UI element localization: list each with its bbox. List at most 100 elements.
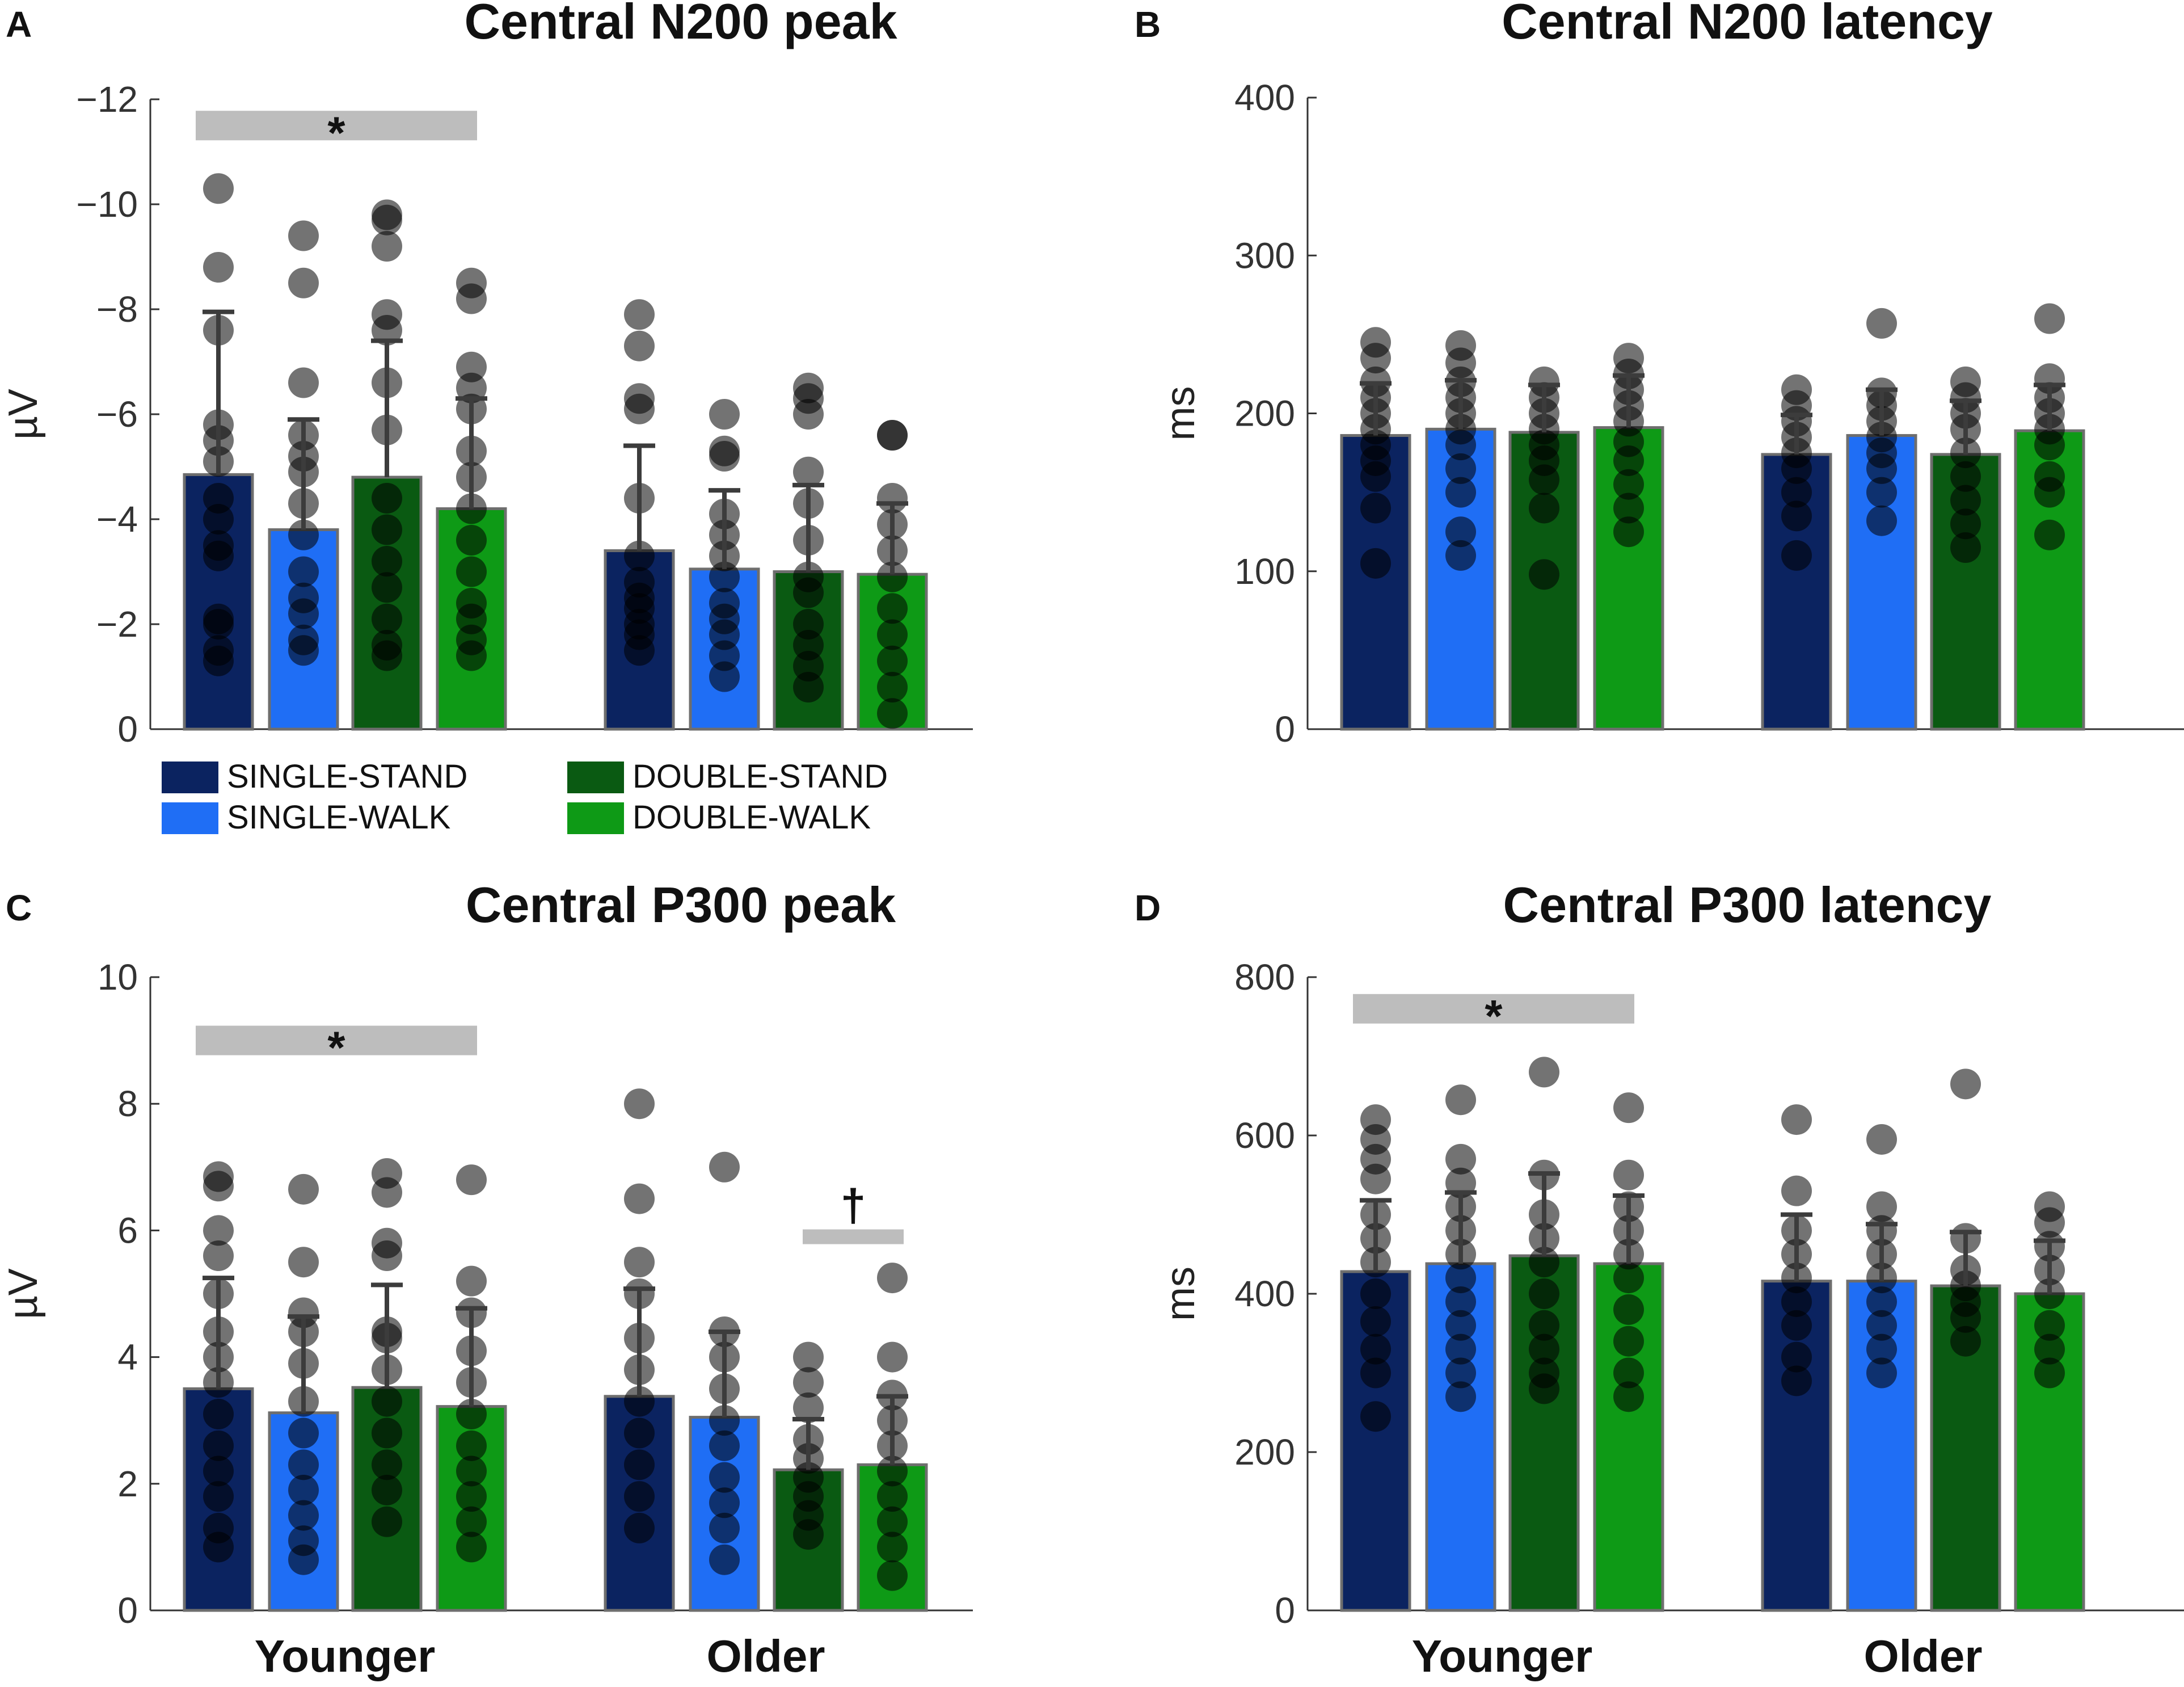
data-point-a xyxy=(709,640,740,671)
y-axis-label-a: µV xyxy=(1,389,46,440)
y-tick-label-d: 0 xyxy=(1275,1590,1295,1631)
data-point-a xyxy=(793,630,824,661)
data-point-a xyxy=(877,420,908,451)
data-point-d xyxy=(1613,1326,1644,1357)
legend-swatch-double-stand xyxy=(567,762,624,793)
data-point-d xyxy=(1866,1310,1897,1341)
data-point-c xyxy=(372,1386,402,1417)
significance-marker-a: * xyxy=(327,107,345,158)
data-point-d xyxy=(1360,1278,1391,1309)
legend: SINGLE-STAND SINGLE-WALK DOUBLE-STAND DOUBL… xyxy=(162,758,888,836)
data-point-c xyxy=(877,1455,908,1487)
data-point-d xyxy=(1445,1286,1476,1317)
data-point-d xyxy=(1529,1278,1559,1309)
group-label-c-older: Older xyxy=(707,1631,825,1681)
data-point-c xyxy=(624,1481,655,1512)
data-point-a xyxy=(793,672,824,702)
y-tick-label-c: 4 xyxy=(117,1337,138,1378)
data-point-c xyxy=(288,1449,319,1480)
data-point-a xyxy=(877,698,908,729)
data-point-c xyxy=(372,1227,402,1259)
data-point-c xyxy=(877,1341,908,1373)
data-point-a xyxy=(624,330,655,361)
panel-b: B Central N200 latency 0 100 200 300 400 ms xyxy=(1135,0,2184,750)
data-point-d xyxy=(1866,1357,1897,1389)
data-point-a xyxy=(793,372,824,403)
data-point-a xyxy=(877,672,908,702)
data-point-b xyxy=(1445,540,1476,571)
data-point-a xyxy=(288,582,319,613)
data-point-b xyxy=(1445,330,1476,361)
data-point-a xyxy=(372,199,402,230)
legend-swatch-single-walk xyxy=(162,802,218,834)
data-point-c xyxy=(456,1455,487,1487)
data-point-b xyxy=(1529,559,1559,590)
data-point-c xyxy=(877,1532,908,1563)
legend-label-single-stand: SINGLE-STAND xyxy=(227,758,467,795)
data-point-a xyxy=(709,435,740,466)
data-point-d xyxy=(1613,1263,1644,1294)
data-point-d xyxy=(1613,1294,1644,1325)
data-point-c xyxy=(709,1512,740,1543)
panel-letter-b: B xyxy=(1135,4,1161,45)
y-tick-label-d: 400 xyxy=(1234,1273,1295,1314)
group-label-c-younger: Younger xyxy=(255,1631,436,1681)
y-tick-label-a: −6 xyxy=(96,394,138,435)
data-point-c xyxy=(624,1088,655,1120)
data-point-a xyxy=(456,525,487,556)
data-point-c xyxy=(456,1430,487,1461)
data-point-a xyxy=(709,399,740,430)
y-axis-label-c: µV xyxy=(1,1268,46,1319)
y-tick-label-b: 100 xyxy=(1234,551,1295,592)
y-tick-label-d: 800 xyxy=(1234,957,1295,998)
data-point-b xyxy=(1866,477,1897,508)
data-point-a xyxy=(203,504,234,535)
data-point-b xyxy=(1950,461,1981,492)
data-point-d xyxy=(1781,1286,1812,1317)
data-point-c xyxy=(372,1474,402,1505)
data-point-a xyxy=(288,267,319,298)
data-point-b xyxy=(1529,493,1559,524)
data-point-c xyxy=(203,1430,234,1461)
data-point-d xyxy=(1360,1357,1391,1389)
significance-bar-c xyxy=(803,1229,904,1244)
data-point-c xyxy=(709,1487,740,1518)
data-point-a xyxy=(203,173,234,204)
data-point-d xyxy=(1613,1381,1644,1412)
data-point-a xyxy=(456,372,487,403)
data-point-c xyxy=(456,1481,487,1512)
panel-a: A Central N200 peak 0 −2 −4 −6 −8 −10 −12 µV * xyxy=(1,0,973,750)
data-point-a xyxy=(288,519,319,550)
data-point-c xyxy=(372,1506,402,1537)
significance-marker-c: * xyxy=(327,1023,345,1073)
data-point-c xyxy=(288,1247,319,1278)
data-point-d xyxy=(1445,1263,1476,1294)
data-point-d xyxy=(1360,1333,1391,1365)
data-point-d xyxy=(1613,1159,1644,1190)
data-point-d xyxy=(1529,1247,1559,1278)
panel-letter-d: D xyxy=(1135,887,1161,928)
group-label-d-older: Older xyxy=(1864,1631,1983,1681)
significance-bar-c xyxy=(196,1025,477,1055)
data-point-c xyxy=(456,1164,487,1196)
data-point-a xyxy=(877,645,908,676)
data-point-c xyxy=(793,1392,824,1423)
data-point-a xyxy=(456,351,487,382)
data-point-c xyxy=(288,1297,319,1328)
data-point-d xyxy=(2034,1357,2065,1389)
data-point-c xyxy=(709,1405,740,1436)
y-tick-label-c: 0 xyxy=(117,1590,138,1631)
legend-swatch-single-stand xyxy=(162,762,218,793)
data-point-b xyxy=(2034,519,2065,550)
data-point-d xyxy=(1445,1310,1476,1341)
data-point-c xyxy=(288,1474,319,1505)
data-point-a xyxy=(203,603,234,634)
data-point-a xyxy=(624,540,655,571)
data-point-a xyxy=(709,561,740,592)
data-point-a xyxy=(877,619,908,650)
data-point-d xyxy=(1781,1104,1812,1135)
data-point-b xyxy=(1950,366,1981,397)
data-point-b xyxy=(1781,374,1812,405)
data-point-c xyxy=(288,1417,319,1449)
